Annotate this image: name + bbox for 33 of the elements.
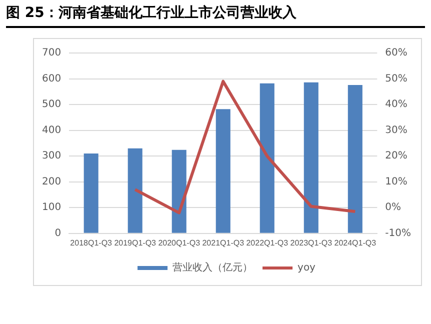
y2-tick-label: 20% bbox=[385, 150, 408, 162]
legend-label: yoy bbox=[298, 262, 316, 274]
bar bbox=[304, 82, 318, 233]
y-tick-label: 700 bbox=[42, 48, 62, 59]
x-tick-label: 2023Q1-Q3 bbox=[290, 238, 333, 248]
y2-tick-label: 50% bbox=[385, 73, 408, 84]
bar bbox=[216, 109, 230, 233]
y2-tick-label: 30% bbox=[385, 124, 408, 136]
x-tick-label: 2024Q1-Q3 bbox=[334, 238, 377, 248]
y2-tick-label: 40% bbox=[385, 99, 408, 110]
y2-tick-label: -10% bbox=[385, 228, 412, 239]
bar bbox=[84, 154, 98, 233]
y-tick-label: 600 bbox=[42, 73, 62, 84]
y-tick-label: 500 bbox=[42, 99, 62, 110]
x-tick-label: 2022Q1-Q3 bbox=[246, 238, 289, 248]
bar bbox=[348, 84, 362, 233]
y-tick-label: 0 bbox=[54, 228, 62, 239]
x-tick-label: 2019Q1-Q3 bbox=[114, 238, 157, 248]
legend-label: 营业收入（亿元） bbox=[172, 262, 253, 274]
y-tick-label: 400 bbox=[42, 124, 62, 136]
y2-tick-label: 60% bbox=[385, 48, 408, 59]
y-tick-label: 300 bbox=[42, 150, 62, 162]
bar bbox=[260, 83, 274, 233]
x-tick-label: 2018Q1-Q3 bbox=[70, 238, 113, 248]
y2-tick-label: 0% bbox=[385, 202, 402, 214]
chart-title: 图 25：河南省基础化工行业上市公司营业收入 bbox=[6, 4, 425, 28]
y-tick-label: 100 bbox=[42, 202, 62, 214]
x-tick-label: 2020Q1-Q3 bbox=[158, 238, 201, 248]
bar bbox=[128, 148, 142, 233]
y2-tick-label: 10% bbox=[385, 176, 408, 188]
y-tick-label: 200 bbox=[42, 176, 62, 188]
x-tick-label: 2021Q1-Q3 bbox=[202, 238, 245, 248]
bar bbox=[172, 150, 186, 233]
